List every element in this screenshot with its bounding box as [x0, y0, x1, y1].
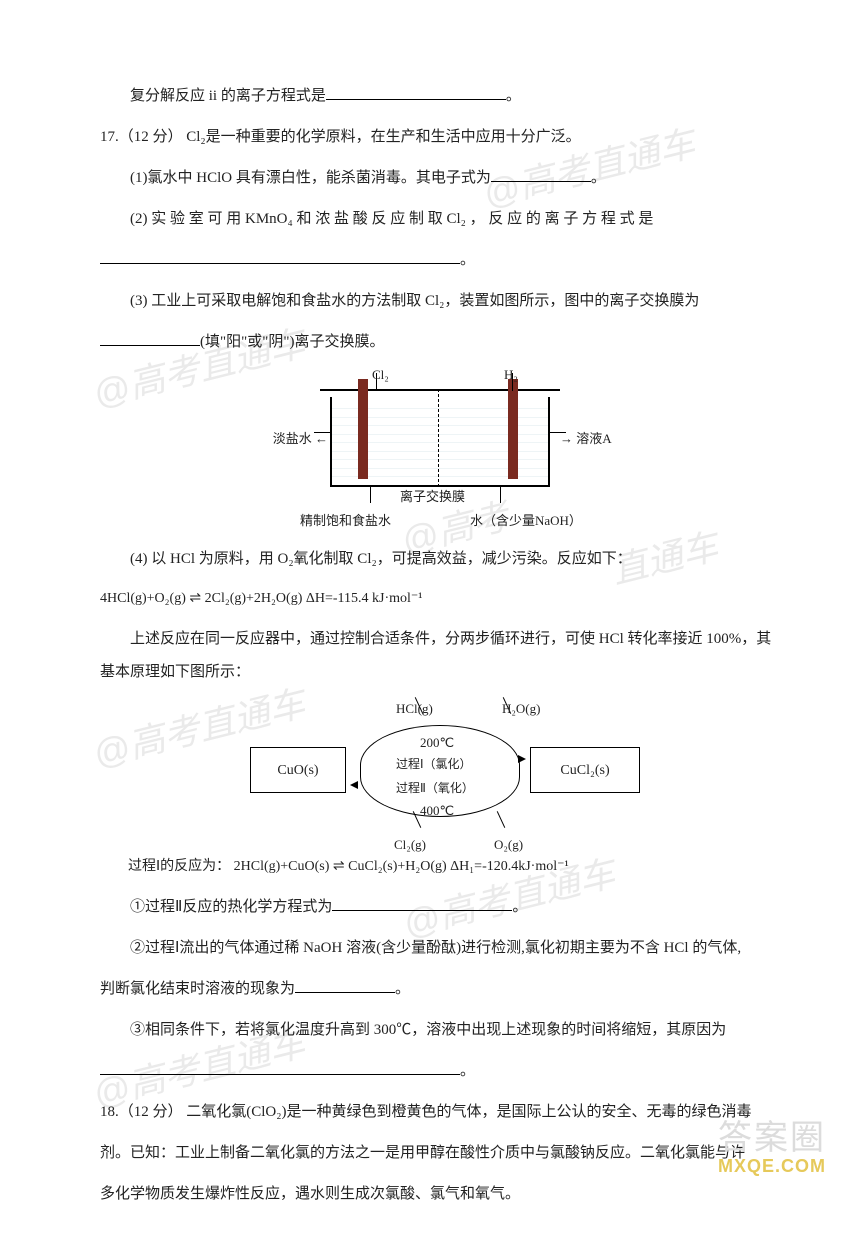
q16-period: 。	[506, 88, 521, 104]
ion-membrane	[438, 389, 439, 487]
slash	[497, 811, 506, 828]
q17-head: 17.（12 分） Cl₂是一种重要的化学原料，在生产和生活中应用十分广泛。	[100, 121, 774, 154]
footer-bot: MXQE.COM	[718, 1157, 826, 1177]
s1-tail: 。	[512, 899, 527, 915]
q17-s3-blank: 。	[100, 1055, 774, 1088]
label-h2: H₂	[504, 361, 518, 390]
q17-s1: ①过程Ⅱ反应的热化学方程式为 。	[100, 891, 774, 924]
cycle-diagram: CuO(s) CuCl₂(s) HCl(g) H₂O(g) 200℃ 过程Ⅰ（氯…	[230, 697, 670, 852]
label-400: 400℃	[420, 797, 454, 826]
label-o2: O₂(g)	[494, 831, 523, 860]
q17-p2-blank: 。	[100, 244, 774, 277]
label-solA: → 溶液A	[560, 425, 612, 454]
q18-line2: 剂。已知：工业上制备二氧化氯的方法之一是用甲醇在酸性介质中与氯酸钠反应。二氧化氯…	[100, 1137, 774, 1170]
label-diluted: 淡盐水 ←	[272, 425, 328, 454]
eq-text: 4HCl(g)+O₂(g) ⇌ 2Cl₂(g)+2H₂O(g) ΔH=-115.…	[100, 591, 423, 606]
page-content: 复分解反应 ii 的离子方程式是。 17.（12 分） Cl₂是一种重要的化学原…	[0, 0, 844, 1259]
q17-p1: (1)氯水中 HClO 具有漂白性，能杀菌消毒。其电子式为 。	[100, 162, 774, 195]
label-cl2: Cl₂	[372, 361, 389, 390]
electrode-right	[508, 379, 518, 479]
label-bottom-right: 水（含少量NaOH）	[470, 507, 582, 536]
blank	[491, 164, 591, 182]
box-cucl2: CuCl₂(s)	[530, 747, 640, 793]
q17-p2: (2) 实 验 室 可 用 KMnO₄ 和 浓 盐 酸 反 应 制 取 Cl₂ …	[100, 203, 774, 236]
s3-tail: 。	[460, 1063, 475, 1079]
blank	[100, 1057, 460, 1075]
q16-text: 复分解反应 ii 的离子方程式是	[130, 88, 326, 104]
pipe	[370, 487, 371, 503]
blank	[100, 328, 200, 346]
label-bottom-left: 精制饱和食盐水	[300, 507, 391, 536]
s2b-text: 判断氯化结束时溶液的现象为	[100, 981, 295, 997]
electrolysis-diagram: Cl₂ H₂ 淡盐水 ← → 溶液A 离子交换膜 精制饱和食盐水 水（含少量Na…	[260, 367, 620, 537]
q17-p1-tail: 。	[591, 170, 606, 186]
footer-watermark: 答案圈 MXQE.COM	[718, 1120, 826, 1177]
q17-p3a: (3) 工业上可采取电解饱和食盐水的方法制取 Cl₂，装置如图所示，图中的离子交…	[100, 285, 774, 318]
label-membrane: 离子交换膜	[400, 483, 465, 512]
blank	[295, 975, 395, 993]
arrow-icon	[518, 755, 526, 763]
s1-text: ①过程Ⅱ反应的热化学方程式为	[130, 899, 332, 915]
blank	[100, 246, 460, 264]
proc1-eq: 过程Ⅰ的反应为： 2HCl(g)+CuO(s) ⇌ CuCl₂(s)+H₂O(g…	[100, 852, 774, 883]
q17-p3b: (填"阳"或"阴")离子交换膜。	[100, 326, 774, 359]
q18-head: 18.（12 分） 二氧化氯(ClO₂)是一种黄绿色到橙黄色的气体，是国际上公认…	[100, 1096, 774, 1129]
arrow-icon	[350, 781, 358, 789]
label-hcl: HCl(g)	[396, 695, 433, 724]
q17-s2b: 判断氯化结束时溶液的现象为 。	[100, 973, 774, 1006]
q17-p4a: (4) 以 HCl 为原料，用 O₂氧化制取 Cl₂，可提高效益，减少污染。反应…	[100, 543, 774, 576]
blank	[326, 82, 506, 100]
q17-s3a: ③相同条件下，若将氯化温度升高到 300℃，溶液中出现上述现象的时间将缩短，其原…	[100, 1014, 774, 1047]
q16-line: 复分解反应 ii 的离子方程式是 。	[100, 80, 774, 113]
q17-s2a: ②过程Ⅰ流出的气体通过稀 NaOH 溶液(含少量酚酞)进行检测,氯化初期主要为不…	[100, 932, 774, 965]
q17-eq: 4HCl(g)+O₂(g) ⇌ 2Cl₂(g)+2H₂O(g) ΔH=-115.…	[100, 584, 774, 615]
label-cl2b: Cl₂(g)	[394, 831, 426, 860]
q17-p3b-text: (填"阳"或"阴")离子交换膜。	[200, 334, 384, 350]
q17-p2-tail: 。	[460, 252, 475, 268]
blank	[332, 893, 512, 911]
box-cuo: CuO(s)	[250, 747, 346, 793]
q18-line3: 多化学物质发生爆炸性反应，遇水则生成次氯酸、氯气和氧气。	[100, 1178, 774, 1211]
pipe	[500, 487, 501, 503]
q17-p1-text: (1)氯水中 HClO 具有漂白性，能杀菌消毒。其电子式为	[130, 170, 491, 186]
label-h2o: H₂O(g)	[502, 695, 540, 724]
cell-cap	[320, 389, 560, 397]
label-proc1: 过程Ⅰ（氯化）	[396, 751, 472, 777]
electrode-left	[358, 379, 368, 479]
q17-p2-text: (2) 实 验 室 可 用 KMnO₄ 和 浓 盐 酸 反 应 制 取 Cl₂ …	[130, 211, 653, 227]
q17-p4b: 上述反应在同一反应器中，通过控制合适条件，分两步循环进行，可使 HCl 转化率接…	[100, 623, 774, 689]
s2-tail: 。	[395, 981, 410, 997]
footer-top: 答案圈	[718, 1120, 826, 1157]
